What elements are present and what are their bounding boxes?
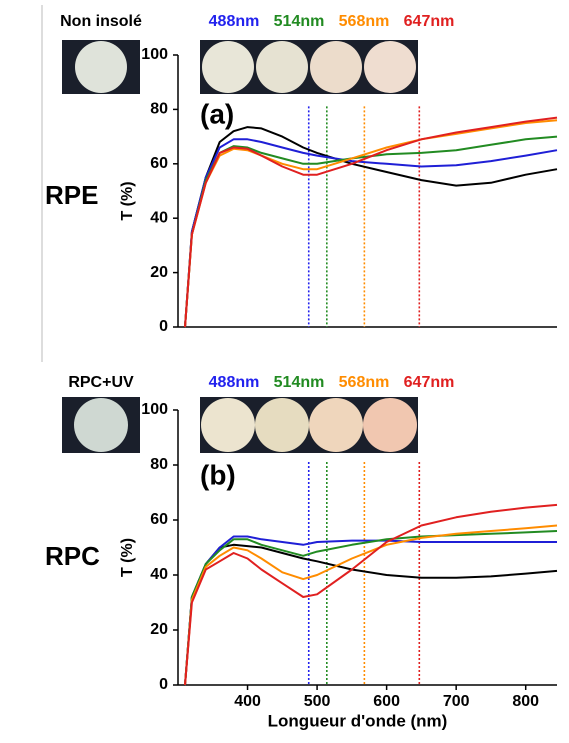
- wavelength-label: 568nm: [339, 374, 390, 391]
- series-line: [184, 116, 558, 328]
- panel-label: (b): [200, 459, 236, 490]
- series-line: [184, 530, 558, 686]
- x-tick-label: 400: [234, 693, 261, 710]
- y-tick-label: 0: [159, 318, 168, 335]
- series-line: [184, 138, 558, 328]
- series-line: [184, 524, 558, 686]
- thumbnails-a: [62, 40, 418, 94]
- series-line: [184, 535, 557, 686]
- y-tick-label: 0: [159, 676, 168, 693]
- y-tick-label: 100: [141, 46, 168, 63]
- wavelength-label: 514nm: [274, 13, 325, 30]
- x-tick-label: 500: [304, 693, 331, 710]
- series-line: [184, 503, 558, 686]
- series-line: [184, 543, 558, 686]
- series-line: [184, 119, 558, 328]
- x-tick-label: 600: [373, 693, 400, 710]
- y-tick-label: 20: [150, 621, 168, 638]
- y-tick-label: 40: [150, 566, 168, 583]
- y-axis-label: T (%): [119, 181, 136, 220]
- y-tick-label: 60: [150, 155, 168, 172]
- wavelength-label: 647nm: [404, 13, 455, 30]
- wavelength-label: 514nm: [274, 374, 325, 391]
- x-tick-label: 700: [443, 693, 470, 710]
- y-tick-label: 40: [150, 209, 168, 226]
- series-line: [184, 135, 558, 328]
- y-tick-label: 20: [150, 264, 168, 281]
- y-tick-label: 100: [141, 401, 168, 418]
- y-tick-label: 60: [150, 511, 168, 528]
- wavelength-label: 647nm: [404, 374, 455, 391]
- wavelength-label: 488nm: [209, 13, 260, 30]
- x-axis-label: Longueur d'onde (nm): [268, 711, 448, 730]
- y-tick-label: 80: [150, 456, 168, 473]
- row-label: RPC: [45, 541, 100, 571]
- series-line: [184, 126, 558, 328]
- panel-label: (a): [200, 98, 234, 129]
- row-label: RPE: [45, 180, 98, 210]
- x-tick-label: 800: [512, 693, 539, 710]
- y-tick-label: 80: [150, 101, 168, 118]
- thumbnails-b: [62, 397, 418, 453]
- sample-label: RPC+UV: [68, 374, 134, 391]
- wavelength-label: 568nm: [339, 13, 390, 30]
- sample-label: Non insolé: [60, 13, 142, 30]
- wavelength-label: 488nm: [209, 374, 260, 391]
- y-axis-label: T (%): [119, 538, 136, 577]
